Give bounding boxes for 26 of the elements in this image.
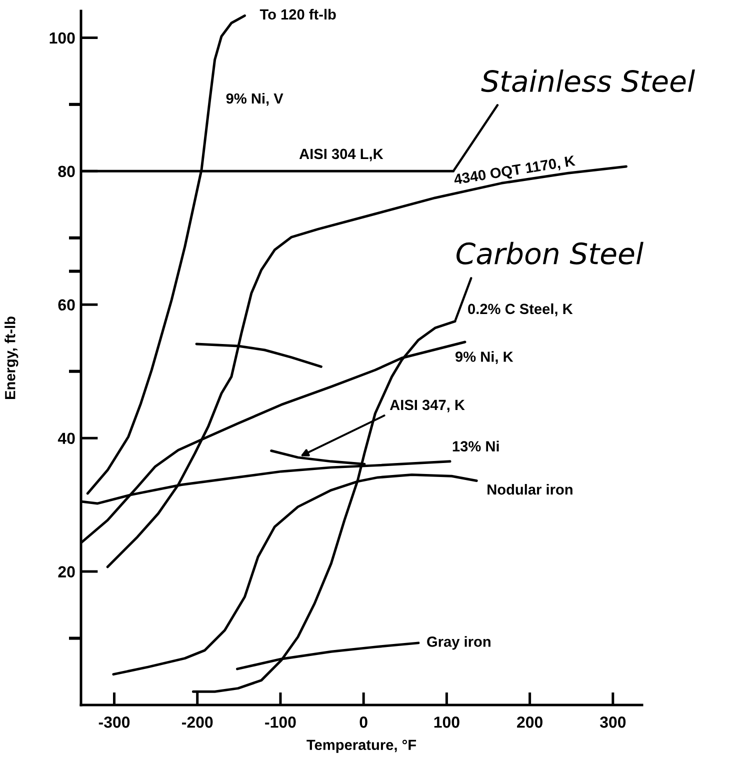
text: AISI 347, K — [390, 400, 465, 412]
annotation: To 120 ft-lb — [260, 8, 336, 20]
x-tick-label: 100 — [434, 716, 460, 728]
x-tick-label: -200 — [182, 716, 213, 728]
x-tick-label: -300 — [98, 716, 130, 728]
x-tick-label: 200 — [517, 716, 542, 728]
series-label: 0.2% C Steel, K — [468, 303, 573, 316]
text: 4340 OQT 1170, K — [453, 155, 576, 188]
series-label: AISI 304 L,K — [299, 148, 384, 162]
y-tick-label: 80 — [58, 166, 75, 178]
series-label: 13% Ni — [452, 440, 499, 452]
x-tick-label: 300 — [600, 716, 626, 728]
x-tick-label: 0 — [360, 716, 368, 728]
y-tick-label: 40 — [58, 432, 75, 444]
annotation: Carbon Steel — [456, 242, 644, 264]
y-tick-label: 20 — [58, 566, 75, 578]
series-label: Gray iron — [427, 636, 490, 650]
y-tick-label: 60 — [58, 299, 75, 311]
series-label: 9% Ni, K — [455, 351, 514, 364]
x-axis-title: Temperature, °F — [306, 740, 416, 753]
annotation: Stainless Steel — [481, 70, 695, 92]
x-tick-label: -100 — [265, 716, 296, 728]
y-tick-label: 100 — [50, 32, 75, 44]
series-label: 9% Ni, V — [226, 92, 284, 106]
y-axis-title: Energy, ft-lb — [4, 316, 18, 400]
series-label: Nodular iron — [488, 484, 572, 495]
